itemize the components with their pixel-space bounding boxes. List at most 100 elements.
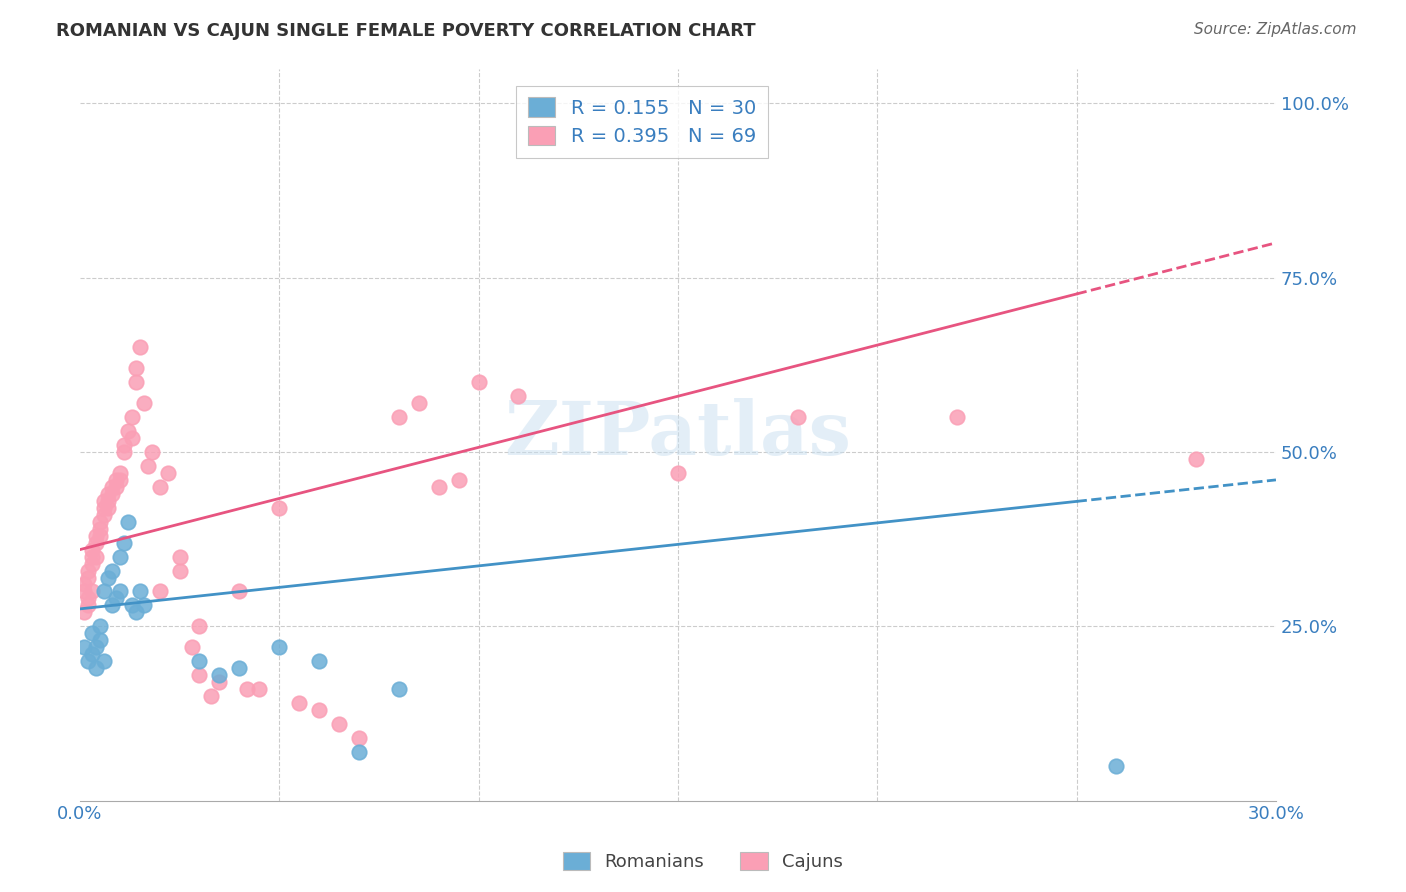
Point xyxy=(80,647,103,661)
Point xyxy=(117,515,139,529)
Point xyxy=(108,584,131,599)
Point xyxy=(108,466,131,480)
Point xyxy=(132,396,155,410)
Point xyxy=(121,599,143,613)
Point xyxy=(149,480,172,494)
Point xyxy=(112,535,135,549)
Point xyxy=(447,473,470,487)
Point xyxy=(97,500,120,515)
Point xyxy=(73,584,96,599)
Point xyxy=(84,640,107,655)
Point xyxy=(208,668,231,682)
Point xyxy=(666,466,689,480)
Point xyxy=(149,584,172,599)
Point xyxy=(89,515,111,529)
Legend: R = 0.155   N = 30, R = 0.395   N = 69: R = 0.155 N = 30, R = 0.395 N = 69 xyxy=(516,86,768,158)
Point xyxy=(169,549,191,564)
Point xyxy=(100,599,122,613)
Point xyxy=(80,542,103,557)
Point xyxy=(117,424,139,438)
Point xyxy=(121,410,143,425)
Point xyxy=(76,654,98,668)
Point xyxy=(100,564,122,578)
Point xyxy=(228,661,250,675)
Point xyxy=(93,508,115,522)
Point xyxy=(76,570,98,584)
Point xyxy=(228,584,250,599)
Point xyxy=(84,529,107,543)
Point xyxy=(97,487,120,501)
Point xyxy=(388,410,411,425)
Point xyxy=(141,445,163,459)
Point xyxy=(208,675,231,690)
Point xyxy=(288,696,311,710)
Point xyxy=(125,606,148,620)
Point xyxy=(786,410,808,425)
Point xyxy=(93,500,115,515)
Point xyxy=(408,396,430,410)
Point xyxy=(188,668,211,682)
Point xyxy=(104,480,127,494)
Point xyxy=(93,654,115,668)
Point xyxy=(73,640,96,655)
Point xyxy=(125,376,148,390)
Point xyxy=(1105,758,1128,772)
Point xyxy=(188,654,211,668)
Legend: Romanians, Cajuns: Romanians, Cajuns xyxy=(555,845,851,879)
Point xyxy=(73,577,96,591)
Point xyxy=(104,591,127,606)
Point xyxy=(100,480,122,494)
Point xyxy=(80,626,103,640)
Point xyxy=(132,599,155,613)
Point xyxy=(84,535,107,549)
Point xyxy=(188,619,211,633)
Point xyxy=(89,529,111,543)
Text: Source: ZipAtlas.com: Source: ZipAtlas.com xyxy=(1194,22,1357,37)
Point xyxy=(112,445,135,459)
Point xyxy=(80,584,103,599)
Point xyxy=(104,473,127,487)
Point xyxy=(76,599,98,613)
Point xyxy=(200,689,222,703)
Point xyxy=(80,549,103,564)
Point xyxy=(247,681,270,696)
Text: ROMANIAN VS CAJUN SINGLE FEMALE POVERTY CORRELATION CHART: ROMANIAN VS CAJUN SINGLE FEMALE POVERTY … xyxy=(56,22,756,40)
Point xyxy=(112,438,135,452)
Point xyxy=(946,410,969,425)
Text: ZIPatlas: ZIPatlas xyxy=(505,398,852,471)
Point xyxy=(93,493,115,508)
Point xyxy=(467,376,489,390)
Point xyxy=(73,606,96,620)
Point xyxy=(121,431,143,445)
Point xyxy=(84,549,107,564)
Point xyxy=(93,584,115,599)
Point xyxy=(269,640,291,655)
Point xyxy=(128,340,150,354)
Point xyxy=(508,389,530,403)
Point xyxy=(328,717,350,731)
Point xyxy=(84,661,107,675)
Point xyxy=(156,466,179,480)
Point xyxy=(236,681,259,696)
Point xyxy=(269,500,291,515)
Point xyxy=(76,564,98,578)
Point xyxy=(347,745,370,759)
Point xyxy=(347,731,370,745)
Point xyxy=(180,640,202,655)
Point xyxy=(89,522,111,536)
Point xyxy=(427,480,450,494)
Point xyxy=(169,564,191,578)
Point xyxy=(108,549,131,564)
Point xyxy=(108,473,131,487)
Point xyxy=(97,570,120,584)
Point xyxy=(125,361,148,376)
Point xyxy=(308,703,330,717)
Point xyxy=(1185,452,1208,467)
Point xyxy=(136,458,159,473)
Point xyxy=(89,619,111,633)
Point xyxy=(388,681,411,696)
Point xyxy=(89,633,111,648)
Point xyxy=(97,493,120,508)
Point xyxy=(308,654,330,668)
Point xyxy=(80,557,103,571)
